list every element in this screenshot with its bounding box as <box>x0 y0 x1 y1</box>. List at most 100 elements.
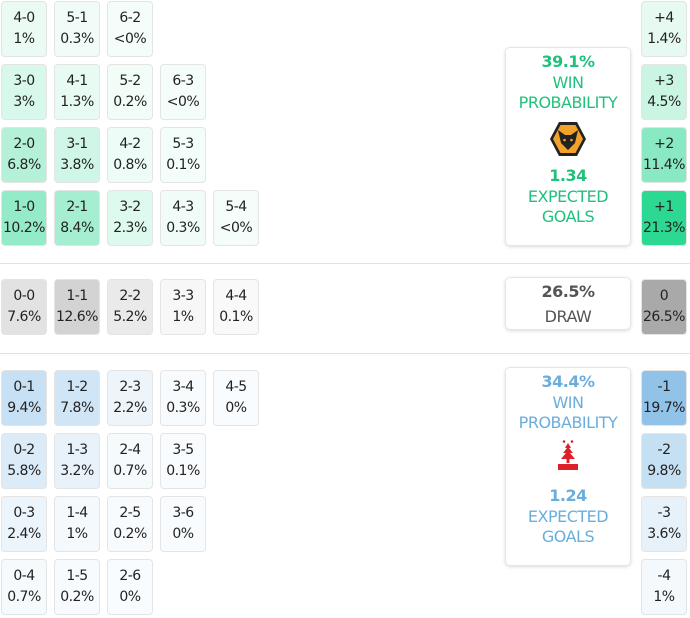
scoreline: 0-4 <box>13 568 35 584</box>
draw-score-cell[interactable]: 2-2 5.2% <box>107 279 153 335</box>
away-win-pct: 34.4% <box>541 372 595 391</box>
probability: 0.1% <box>166 463 200 479</box>
probability: 19.7% <box>643 400 685 416</box>
home-score-cell[interactable]: 4-2 0.8% <box>107 127 153 183</box>
draw-score-cell[interactable]: 1-1 12.6% <box>54 279 100 335</box>
probability: 0.7% <box>7 589 41 605</box>
home-score-cell[interactable]: 5-1 0.3% <box>54 1 100 57</box>
scoreline: 4-3 <box>172 199 194 215</box>
probability: 2.2% <box>113 400 147 416</box>
home-score-cell[interactable]: +4 1.4% <box>641 1 687 57</box>
away-score-cell[interactable]: 2-4 0.7% <box>107 433 153 489</box>
away-score-cell[interactable]: 0-4 0.7% <box>1 559 47 615</box>
probability: <0% <box>113 31 147 47</box>
away-score-cell[interactable]: -4 1% <box>641 559 687 615</box>
scoreline: -2 <box>657 442 671 458</box>
draw-score-cell[interactable]: 0-0 7.6% <box>1 279 47 335</box>
scoreline: 1-2 <box>66 379 88 395</box>
scoreline: 4-4 <box>225 288 247 304</box>
scoreline: 4-0 <box>13 10 35 26</box>
probability: 1% <box>13 31 35 47</box>
probability: 3% <box>13 94 35 110</box>
away-score-cell[interactable]: 1-3 3.2% <box>54 433 100 489</box>
probability: 1% <box>66 526 88 542</box>
scoreline: 3-3 <box>172 288 194 304</box>
xg-label: EXPECTED <box>527 507 609 526</box>
scoreline: 1-5 <box>66 568 88 584</box>
scoreline: 5-1 <box>66 10 88 26</box>
scoreline: 1-3 <box>66 442 88 458</box>
scoreline: 2-1 <box>66 199 88 215</box>
home-score-cell[interactable]: 2-1 8.4% <box>54 190 100 246</box>
home-score-cell[interactable]: 2-0 6.8% <box>1 127 47 183</box>
scoreline: 0-2 <box>13 442 35 458</box>
home-score-cell[interactable]: 4-3 0.3% <box>160 190 206 246</box>
probability: 0.1% <box>219 309 253 325</box>
probability: 0% <box>119 589 141 605</box>
away-score-cell[interactable]: 1-5 0.2% <box>54 559 100 615</box>
win-label: WIN <box>552 73 584 92</box>
probability: 9.4% <box>7 400 41 416</box>
home-score-cell[interactable]: 6-3 <0% <box>160 64 206 120</box>
home-xg: 1.34 <box>549 166 587 185</box>
probability: 0.3% <box>166 220 200 236</box>
away-score-cell[interactable]: 3-4 0.3% <box>160 370 206 426</box>
away-score-cell[interactable]: -1 19.7% <box>641 370 687 426</box>
scoreline: 2-5 <box>119 505 141 521</box>
home-score-cell[interactable]: 5-4 <0% <box>213 190 259 246</box>
probability: 12.6% <box>56 309 98 325</box>
away-score-cell[interactable]: 2-5 0.2% <box>107 496 153 552</box>
scoreline: -4 <box>657 568 671 584</box>
divider <box>0 353 690 354</box>
home-score-cell[interactable]: 1-0 10.2% <box>1 190 47 246</box>
wolves-crest-icon <box>550 122 586 156</box>
probability: 4.5% <box>647 94 681 110</box>
home-score-cell[interactable]: 4-0 1% <box>1 1 47 57</box>
draw-pct: 26.5% <box>541 281 595 301</box>
probability: 1.3% <box>60 94 94 110</box>
probability: 21.3% <box>643 220 685 236</box>
away-score-cell[interactable]: 1-4 1% <box>54 496 100 552</box>
away-score-cell[interactable]: 0-3 2.4% <box>1 496 47 552</box>
home-score-cell[interactable]: 5-2 0.2% <box>107 64 153 120</box>
home-score-cell[interactable]: +3 4.5% <box>641 64 687 120</box>
home-score-cell[interactable]: 4-1 1.3% <box>54 64 100 120</box>
away-score-cell[interactable]: 4-5 0% <box>213 370 259 426</box>
scoreline: 1-0 <box>13 199 35 215</box>
home-score-cell[interactable]: 5-3 0.1% <box>160 127 206 183</box>
draw-label: DRAW <box>544 306 592 326</box>
home-score-cell[interactable]: +2 11.4% <box>641 127 687 183</box>
probability: 0% <box>172 526 194 542</box>
scoreline: +3 <box>654 73 674 89</box>
away-score-cell[interactable]: 0-1 9.4% <box>1 370 47 426</box>
draw-score-cell[interactable]: 0 26.5% <box>641 279 687 335</box>
scoreline: +4 <box>654 10 674 26</box>
away-score-cell[interactable]: 2-6 0% <box>107 559 153 615</box>
scoreline: 5-3 <box>172 136 194 152</box>
draw-score-cell[interactable]: 4-4 0.1% <box>213 279 259 335</box>
probability: 0.7% <box>113 463 147 479</box>
home-score-cell[interactable]: +1 21.3% <box>641 190 687 246</box>
away-score-cell[interactable]: -3 3.6% <box>641 496 687 552</box>
away-score-cell[interactable]: 3-6 0% <box>160 496 206 552</box>
probability: 0.2% <box>60 589 94 605</box>
probability: 3.2% <box>60 463 94 479</box>
home-score-cell[interactable]: 3-0 3% <box>1 64 47 120</box>
scoreline: 3-5 <box>172 442 194 458</box>
away-score-cell[interactable]: 2-3 2.2% <box>107 370 153 426</box>
scoreline: 3-1 <box>66 136 88 152</box>
scoreline: 4-5 <box>225 379 247 395</box>
home-score-cell[interactable]: 3-1 3.8% <box>54 127 100 183</box>
home-score-cell[interactable]: 6-2 <0% <box>107 1 153 57</box>
away-summary-card: 34.4% WIN PROBABILITY 1.24 EXPECTED GOAL… <box>505 367 631 566</box>
draw-score-cell[interactable]: 3-3 1% <box>160 279 206 335</box>
away-score-cell[interactable]: 1-2 7.8% <box>54 370 100 426</box>
away-score-cell[interactable]: 0-2 5.8% <box>1 433 47 489</box>
xg-label: EXPECTED <box>527 187 609 206</box>
probability: 0.8% <box>113 157 147 173</box>
away-score-cell[interactable]: 3-5 0.1% <box>160 433 206 489</box>
probability: 0.1% <box>166 157 200 173</box>
probability: 7.8% <box>60 400 94 416</box>
home-score-cell[interactable]: 3-2 2.3% <box>107 190 153 246</box>
away-score-cell[interactable]: -2 9.8% <box>641 433 687 489</box>
